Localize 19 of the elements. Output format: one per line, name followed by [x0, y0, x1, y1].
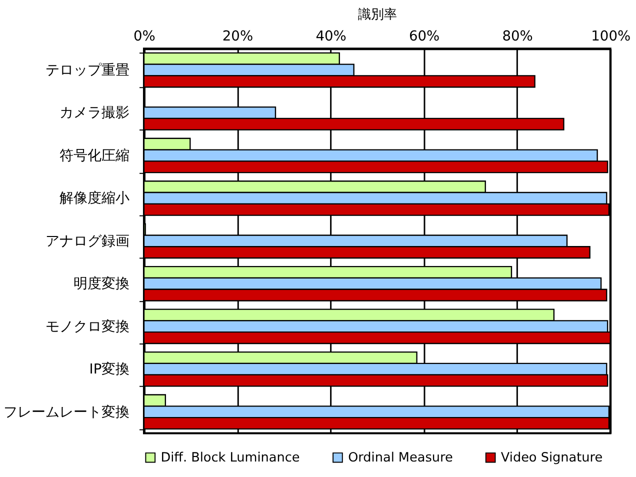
y-tick-label: フレームレート変換	[4, 404, 130, 420]
x-tick-label: 20%	[222, 28, 254, 44]
y-tick-label: テロップ重畳	[46, 62, 130, 78]
legend-label: Ordinal Measure	[348, 450, 453, 466]
y-tick-label: モノクロ変換	[46, 318, 130, 335]
y-tick-label: カメラ撮影	[60, 105, 130, 122]
x-tick-label: 0%	[134, 28, 156, 44]
x-tick-label: 40%	[316, 28, 346, 44]
y-tick-label: 明度変換	[74, 276, 130, 292]
x-axis-title: 識別率	[358, 6, 398, 23]
legend-label: Diff. Block Luminance	[160, 450, 300, 466]
y-tick-label: アナログ録画	[46, 233, 130, 250]
y-tick-label: 符号化圧縮	[60, 148, 130, 164]
x-tick-label: 100%	[591, 28, 631, 44]
y-tick-label: 解像度縮小	[60, 190, 130, 207]
x-tick-label: 60%	[408, 28, 440, 44]
y-tick-label: IP変換	[89, 362, 130, 378]
x-tick-label: 80%	[502, 28, 533, 44]
legend-label: Video Signature	[500, 450, 603, 466]
